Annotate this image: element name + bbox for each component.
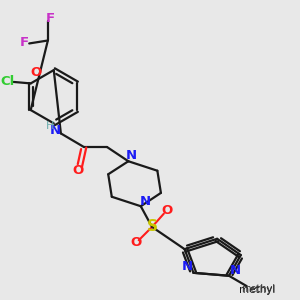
Text: N: N	[182, 260, 193, 273]
Text: methyl: methyl	[239, 285, 275, 295]
Text: O: O	[130, 236, 141, 249]
Text: O: O	[161, 204, 172, 217]
Text: F: F	[46, 12, 56, 25]
Text: F: F	[20, 36, 29, 49]
Text: N: N	[140, 195, 151, 208]
Text: H: H	[45, 121, 54, 131]
Text: N: N	[126, 149, 137, 162]
Text: O: O	[31, 66, 42, 79]
Text: methyl: methyl	[241, 284, 275, 293]
Text: N: N	[229, 264, 241, 277]
Text: N: N	[50, 124, 61, 137]
Text: Cl: Cl	[0, 75, 14, 88]
Text: O: O	[72, 164, 84, 177]
Text: S: S	[146, 219, 158, 234]
